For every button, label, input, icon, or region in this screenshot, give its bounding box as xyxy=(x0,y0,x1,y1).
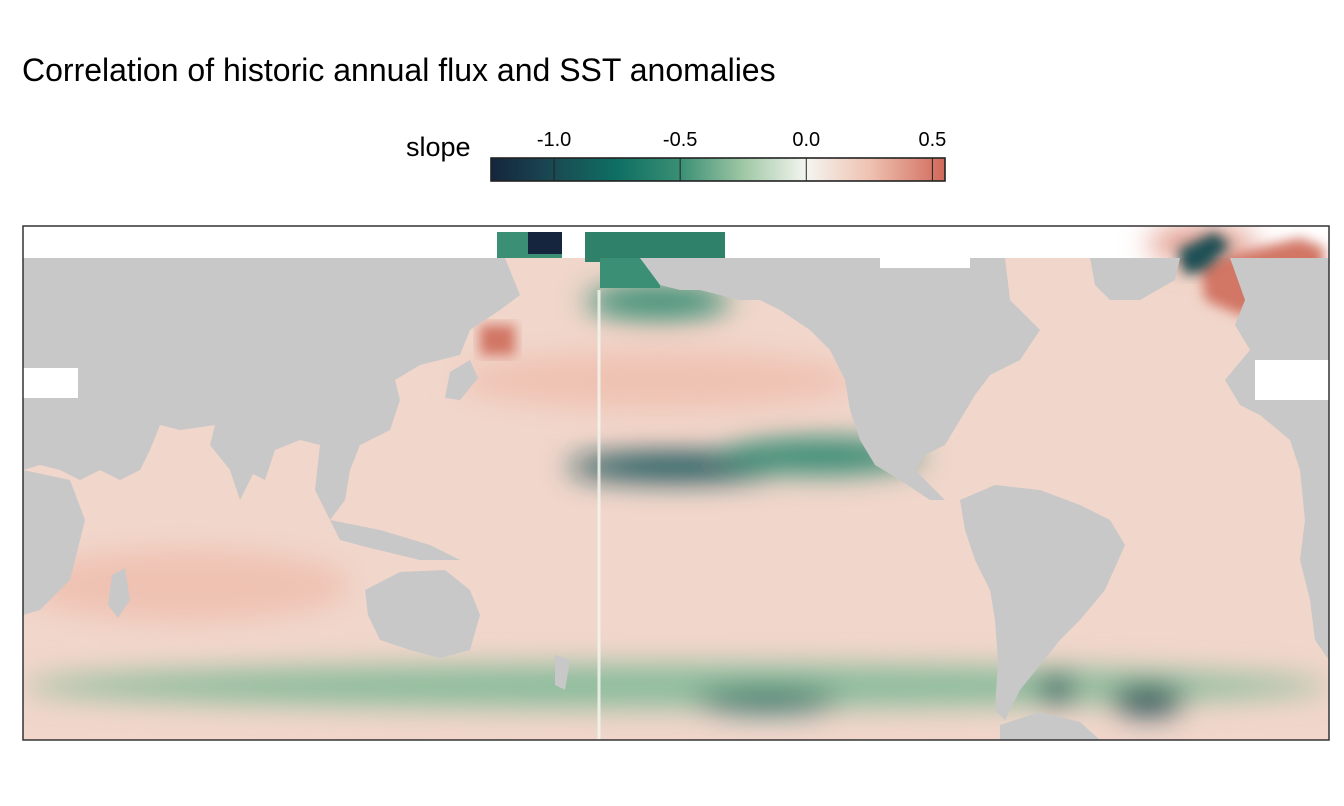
colorbar-frame xyxy=(490,157,946,182)
arctic-patch-3 xyxy=(585,232,725,262)
land-se-asia xyxy=(315,445,350,520)
land-new-zealand xyxy=(555,655,570,690)
slope-field xyxy=(458,351,858,410)
land-masses xyxy=(23,258,1329,740)
land-antarctica xyxy=(1000,712,1100,740)
land-greenland xyxy=(1090,258,1180,300)
slope-field xyxy=(585,283,731,320)
land-africa-asia xyxy=(23,258,520,480)
okhotsk-positive xyxy=(480,325,515,355)
legend-title: slope xyxy=(406,132,471,162)
colorbar-tick-label: -0.5 xyxy=(663,129,697,151)
arctic-patch-2 xyxy=(528,232,562,254)
land-indonesia xyxy=(330,520,460,560)
colorbar-ticks: -1.0 -0.5 0.0 0.5 xyxy=(537,129,946,181)
colorbar xyxy=(491,158,945,181)
missing-patches xyxy=(23,258,1329,400)
land-australia xyxy=(365,570,480,658)
map-frame xyxy=(22,225,1330,741)
land-japan xyxy=(445,360,478,400)
land-north-america xyxy=(640,258,1040,500)
land-africa-south xyxy=(23,470,85,615)
slope-field xyxy=(23,549,350,622)
colorbar-tick-label: 0.0 xyxy=(792,129,820,151)
map-panel xyxy=(23,226,1329,740)
land-madagascar xyxy=(108,568,130,618)
land-india xyxy=(210,425,260,500)
slope-field xyxy=(694,689,840,712)
land-africa-right xyxy=(1300,470,1329,660)
colorbar-tick-label: -1.0 xyxy=(537,129,571,151)
chart-title: Correlation of historic annual flux and … xyxy=(22,52,776,88)
slope-field xyxy=(1038,675,1076,705)
colorbar-tick-label: 0.5 xyxy=(918,129,946,151)
land-south-america xyxy=(960,485,1125,720)
irminger-negative xyxy=(1178,232,1230,275)
slope-field xyxy=(1111,686,1184,715)
legend-colorbar: -1.0 -0.5 0.0 0.5 xyxy=(490,129,946,182)
